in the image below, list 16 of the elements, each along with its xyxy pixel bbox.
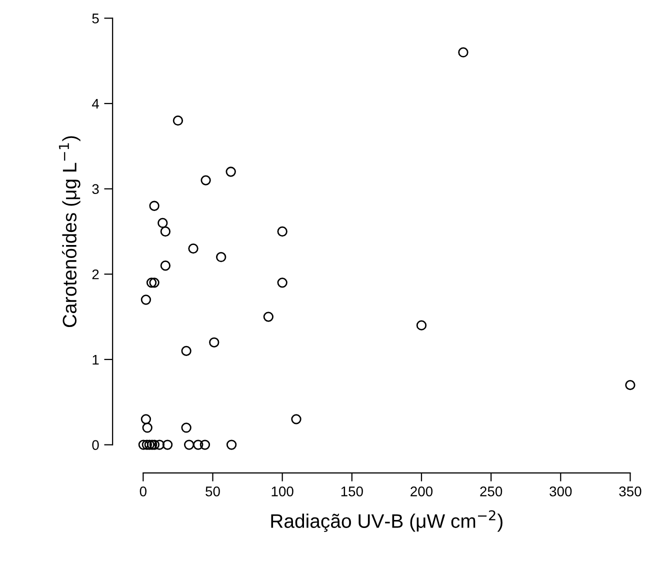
y-tick-label: 5	[92, 14, 99, 24]
y-tick-label: 0	[92, 440, 99, 450]
x-tick-label: 200	[410, 486, 433, 496]
y-tick-label: 1	[92, 354, 99, 364]
y-tick-label: 2	[92, 269, 99, 280]
x-tick-label: 350	[619, 486, 642, 496]
x-tick-label: 50	[206, 486, 220, 496]
x-axis-title: Radiação UV-B (μW cm$^{−2}$)	[271, 510, 502, 532]
y-tick-label: 3	[92, 184, 99, 194]
x-tick-label: 0	[140, 486, 146, 496]
x-tick-label: 300	[550, 486, 572, 496]
x-tick-label: 250	[480, 486, 502, 496]
x-tick-label: 100	[272, 486, 294, 496]
x-tick-label: 150	[341, 486, 363, 496]
y-axis-title: Carotenóides (μg L$^{−1}$)	[58, 136, 80, 328]
y-tick-label: 4	[92, 99, 99, 109]
